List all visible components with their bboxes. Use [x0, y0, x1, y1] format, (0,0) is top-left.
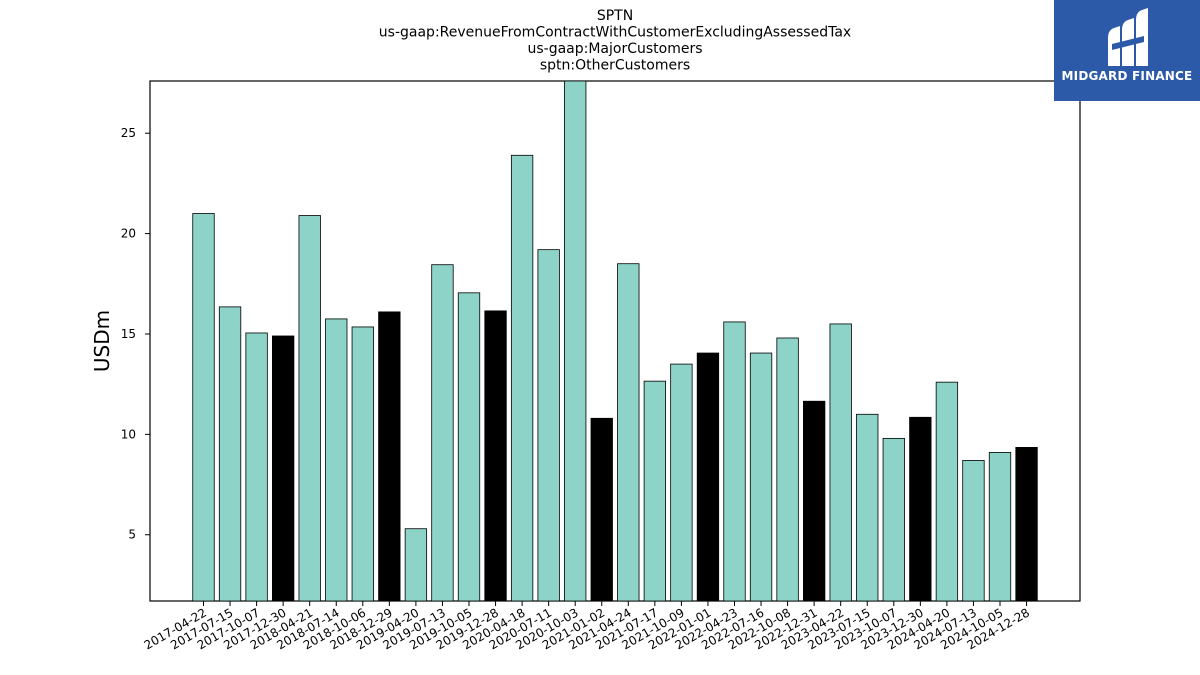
logo-mark-icon	[1108, 8, 1148, 66]
bar	[431, 264, 454, 602]
bar	[829, 323, 852, 602]
bar	[404, 528, 428, 602]
bars	[192, 80, 1038, 602]
bar	[218, 306, 242, 602]
bar	[856, 413, 879, 602]
bar	[298, 215, 321, 602]
y-axis: 5 10 15 20 25	[121, 126, 150, 542]
bar	[192, 213, 215, 602]
bar	[351, 326, 374, 602]
bar	[909, 416, 932, 602]
bar	[723, 321, 746, 602]
y-axis-label: USDm	[90, 310, 114, 372]
bar	[749, 352, 773, 602]
chart-title-line: us-gaap:RevenueFromContractWithCustomerE…	[379, 25, 851, 41]
brand-logo: MIDGARD FINANCE	[1054, 0, 1200, 101]
chart-title-line: sptn:OtherCustomers	[540, 58, 690, 74]
bar	[590, 417, 613, 602]
bar	[325, 318, 348, 602]
bar	[670, 363, 693, 602]
bar	[696, 352, 720, 602]
bar	[484, 310, 507, 602]
logo-text: MIDGARD FINANCE	[1061, 69, 1193, 83]
y-tick-label: 20	[121, 227, 136, 241]
bar	[564, 80, 587, 602]
plot-frame	[149, 80, 1081, 602]
bar	[643, 380, 666, 602]
chart-title-line: SPTN	[597, 8, 633, 24]
bar	[935, 381, 959, 602]
bar	[882, 437, 905, 602]
y-tick-label: 15	[121, 327, 136, 341]
y-tick-label: 10	[121, 427, 136, 441]
bar	[510, 154, 534, 602]
bar	[1015, 447, 1038, 602]
chart-title-line: us-gaap:MajorCustomers	[527, 41, 702, 57]
bar	[962, 460, 985, 602]
x-axis: 2017-04-222017-07-152017-10-072017-12-30…	[142, 601, 1032, 652]
y-tick-label: 5	[128, 528, 136, 542]
bar	[988, 452, 1012, 602]
bar	[803, 400, 826, 602]
bar	[776, 337, 799, 602]
bar	[457, 292, 481, 602]
bar	[537, 249, 560, 602]
bar	[617, 263, 640, 602]
y-tick-label: 25	[121, 126, 136, 140]
bar	[245, 332, 268, 602]
chart-title: SPTNus-gaap:RevenueFromContractWithCusto…	[379, 8, 851, 74]
bar	[271, 335, 295, 602]
bar	[378, 311, 401, 602]
